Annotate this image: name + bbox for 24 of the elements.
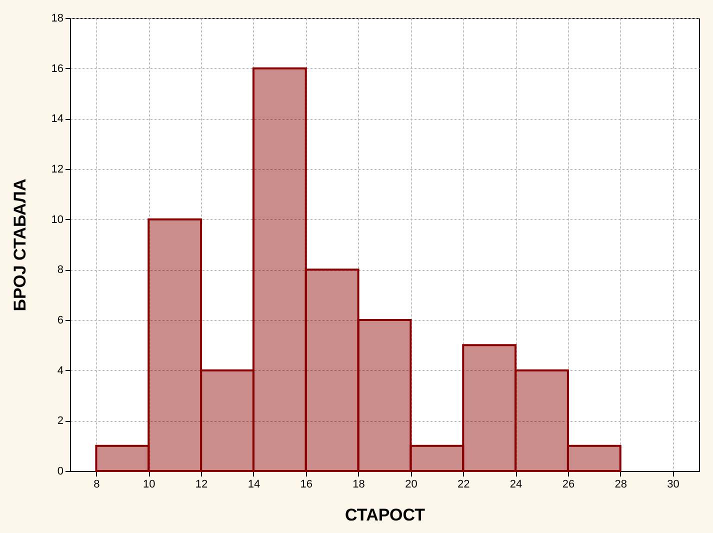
y-tick-label: 14 xyxy=(51,113,64,126)
x-tick-label: 30 xyxy=(667,478,680,490)
x-tick-label: 24 xyxy=(510,478,522,490)
y-tick-label: 8 xyxy=(57,264,64,276)
x-axis-title: СТАРОСТ xyxy=(344,506,426,524)
y-tick-label: 0 xyxy=(57,466,64,478)
y-tick-label: 4 xyxy=(57,364,64,377)
x-tick-label: 10 xyxy=(143,478,156,490)
y-tick-label: 10 xyxy=(51,214,64,226)
x-tick-label: 14 xyxy=(248,478,260,490)
x-tick-label: 22 xyxy=(458,478,470,490)
x-tick-label: 8 xyxy=(94,478,100,490)
y-tick-label: 6 xyxy=(57,314,64,326)
y-tick-label: 18 xyxy=(51,12,64,24)
x-tick-label: 26 xyxy=(562,478,575,490)
y-tick-label: 2 xyxy=(57,415,64,428)
x-tick-label: 20 xyxy=(405,478,418,490)
x-tick-label: 18 xyxy=(352,478,365,490)
x-tick-label: 12 xyxy=(195,478,208,490)
x-tick-label: 16 xyxy=(300,478,312,490)
y-tick-label: 16 xyxy=(51,62,64,75)
y-tick-label: 12 xyxy=(51,164,64,176)
y-axis-title: БРОЈ СТАБАЛА xyxy=(10,178,30,312)
x-tick-label: 28 xyxy=(614,478,627,490)
